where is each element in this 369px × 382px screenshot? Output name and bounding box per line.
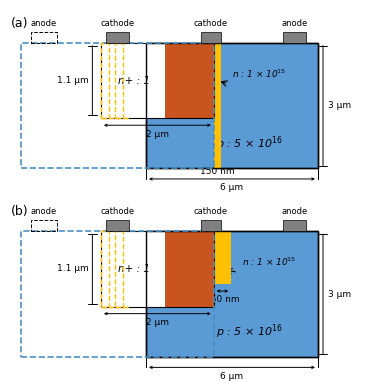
Bar: [31, 220, 57, 231]
Text: p : 5 $\times$ 10$^{16}$: p : 5 $\times$ 10$^{16}$: [216, 134, 283, 153]
Text: (a): (a): [11, 17, 28, 30]
Text: anode: anode: [31, 19, 57, 28]
Text: 3 μm: 3 μm: [328, 290, 351, 299]
Text: 350 nm: 350 nm: [205, 295, 240, 304]
Text: $\times$ 10$^{19}$: $\times$ 10$^{19}$: [173, 262, 209, 276]
Bar: [115, 231, 123, 307]
Text: n+ : 1: n+ : 1: [118, 264, 150, 274]
Bar: [146, 231, 318, 357]
Text: 3 μm: 3 μm: [328, 101, 351, 110]
Text: cathode: cathode: [194, 19, 228, 28]
Text: p : 5 $\times$ 10$^{16}$: p : 5 $\times$ 10$^{16}$: [216, 322, 283, 341]
Text: 1.1 μm: 1.1 μm: [57, 264, 89, 274]
Text: anode: anode: [281, 207, 307, 217]
Bar: [201, 220, 221, 231]
Bar: [283, 32, 306, 43]
Bar: [165, 231, 214, 307]
Text: n : 1 $\times$ 10$^{15}$: n : 1 $\times$ 10$^{15}$: [241, 256, 296, 268]
Text: 2 μm: 2 μm: [146, 129, 169, 139]
Bar: [201, 32, 221, 43]
Bar: [101, 43, 214, 118]
Text: cathode: cathode: [101, 207, 135, 217]
Text: 150 nm: 150 nm: [200, 167, 235, 176]
Text: $\times$ 10$^{19}$: $\times$ 10$^{19}$: [173, 74, 209, 87]
Bar: [146, 43, 318, 168]
Bar: [283, 220, 306, 231]
Text: 6 μm: 6 μm: [220, 183, 244, 192]
Bar: [165, 43, 214, 118]
Text: 6 μm: 6 μm: [220, 372, 244, 381]
Bar: [101, 231, 214, 307]
Bar: [146, 231, 318, 357]
Text: n+ : 1: n+ : 1: [118, 76, 150, 86]
Text: 2 μm: 2 μm: [146, 318, 169, 327]
Bar: [214, 43, 221, 168]
Text: cathode: cathode: [101, 19, 135, 28]
Bar: [165, 43, 213, 118]
Text: (b): (b): [11, 205, 28, 218]
Text: anode: anode: [281, 19, 307, 28]
Bar: [101, 231, 108, 307]
Bar: [106, 32, 130, 43]
Bar: [101, 43, 165, 118]
Bar: [146, 43, 318, 168]
Bar: [21, 43, 214, 168]
Bar: [101, 43, 108, 118]
Text: n : 1 $\times$ 10$^{15}$: n : 1 $\times$ 10$^{15}$: [232, 67, 286, 80]
Bar: [106, 220, 130, 231]
Bar: [101, 231, 165, 307]
Text: anode: anode: [31, 207, 57, 217]
Bar: [115, 43, 123, 118]
Bar: [214, 231, 231, 284]
Bar: [21, 231, 214, 357]
Text: cathode: cathode: [194, 207, 228, 217]
Bar: [31, 32, 57, 43]
Bar: [165, 231, 213, 307]
Text: 1.1 μm: 1.1 μm: [57, 76, 89, 85]
